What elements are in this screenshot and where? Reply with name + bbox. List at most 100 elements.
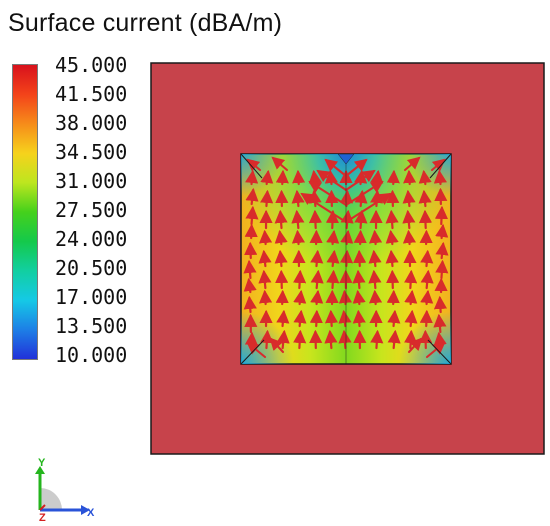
feed-point-marker <box>337 153 355 165</box>
current-arrow <box>354 209 368 230</box>
current-arrow <box>258 229 273 246</box>
current-arrow <box>244 241 258 260</box>
current-arrow <box>293 309 307 328</box>
current-arrow <box>370 169 384 186</box>
patch-diagonal-top-left <box>240 153 263 179</box>
triad-z-label: Z <box>39 512 46 524</box>
fan-current-arrow <box>403 156 421 172</box>
fan-current-arrow <box>430 158 446 172</box>
current-arrow <box>245 205 259 226</box>
triad-z-axis <box>39 504 46 511</box>
fan-current-arrow <box>344 180 384 207</box>
fan-current-arrow <box>344 192 392 224</box>
current-arrow <box>370 189 384 208</box>
plot-title: Surface current (dBA/m) <box>8 9 283 37</box>
current-arrow <box>244 331 258 348</box>
current-arrow <box>433 313 447 334</box>
colorbar-tick-label: 41.500 <box>55 82 128 106</box>
corner-current-arrow <box>269 337 285 354</box>
current-arrow <box>352 269 366 290</box>
current-arrow <box>258 249 272 268</box>
current-arrow <box>308 169 322 186</box>
current-arrow <box>291 229 306 246</box>
current-arrow <box>310 249 324 268</box>
current-arrow <box>368 269 382 290</box>
triad-sphere <box>40 488 62 510</box>
current-arrow <box>352 309 366 328</box>
colorbar-tick-label: 34.500 <box>55 140 128 164</box>
current-arrow <box>385 229 399 246</box>
current-arrow <box>258 269 272 290</box>
colorbar-tick-label: 24.000 <box>55 227 128 251</box>
current-arrow <box>291 209 305 230</box>
current-arrow <box>338 309 352 328</box>
current-arrow <box>308 209 323 230</box>
current-arrow <box>435 259 449 280</box>
current-arrow <box>260 169 274 186</box>
current-arrow <box>403 169 417 186</box>
current-arrow <box>368 289 383 306</box>
current-arrow <box>402 229 417 246</box>
fan-current-arrow <box>246 158 262 172</box>
current-arrow <box>433 331 447 348</box>
current-arrow <box>274 229 288 246</box>
current-arrow <box>435 223 449 240</box>
current-arrow <box>243 295 257 314</box>
colorbar-tick-label: 17.000 <box>55 285 128 309</box>
current-arrow <box>260 189 274 208</box>
current-arrow <box>293 269 307 290</box>
current-arrow <box>293 329 307 350</box>
current-arrow <box>308 189 322 208</box>
current-arrow <box>404 329 418 350</box>
current-arrow <box>386 289 400 306</box>
colorbar-tick-labels: 45.000 41.500 38.000 34.500 31.000 27.50… <box>55 50 145 370</box>
current-arrow <box>368 229 383 246</box>
current-arrow <box>418 169 432 186</box>
current-arrow <box>274 209 288 230</box>
current-arrow <box>291 189 305 208</box>
current-arrow <box>276 329 290 350</box>
current-arrow <box>245 169 259 186</box>
current-arrow <box>274 249 288 268</box>
current-arrow <box>419 309 433 328</box>
current-arrow <box>418 189 432 208</box>
current-arrow <box>324 309 339 328</box>
triad-y-arrow <box>35 466 45 474</box>
patch-diagonal-bottom-right <box>427 339 452 365</box>
fan-current-arrow <box>344 169 376 192</box>
corner-current-arrow <box>407 337 423 354</box>
current-arrow <box>404 269 418 290</box>
current-arrow <box>310 269 324 290</box>
current-arrow <box>258 289 273 306</box>
current-arrow <box>353 249 367 268</box>
axis-triad: Y X Z <box>35 457 95 524</box>
colorbar-tick-label: 20.500 <box>55 256 128 280</box>
current-arrow <box>326 269 340 290</box>
colorbar-tick-label: 38.000 <box>55 111 128 135</box>
patch-diagonal-bottom-left <box>240 339 265 365</box>
current-arrow <box>404 309 418 328</box>
triad-y-label: Y <box>38 457 46 469</box>
current-arrow <box>420 289 434 306</box>
fan-current-arrow <box>324 158 348 178</box>
current-arrow <box>434 205 449 226</box>
current-arrow <box>293 289 307 306</box>
colorbar-tick-label: 31.000 <box>55 169 128 193</box>
current-arrow <box>338 289 353 306</box>
current-arrow <box>339 249 354 268</box>
fan-current-arrow <box>300 192 348 224</box>
current-arrow <box>368 249 382 268</box>
colorbar-tick-label: 27.500 <box>55 198 128 222</box>
current-arrow <box>420 269 434 290</box>
current-arrow <box>324 169 338 186</box>
current-arrow <box>435 241 449 260</box>
current-arrow <box>310 289 324 306</box>
current-arrow <box>387 309 401 328</box>
current-arrow <box>420 249 434 268</box>
current-arrow <box>433 295 448 314</box>
colorbar-tick-label: 10.000 <box>55 343 128 367</box>
current-arrow <box>385 249 399 268</box>
current-arrow <box>418 209 433 230</box>
current-arrow <box>352 289 366 306</box>
current-arrow <box>275 269 289 290</box>
